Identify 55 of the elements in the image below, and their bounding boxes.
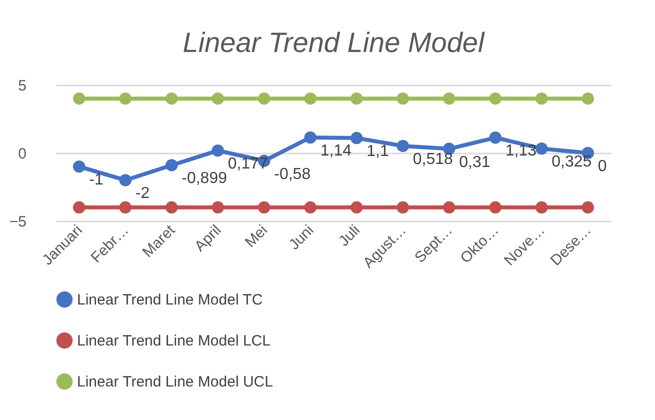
point: [73, 92, 86, 105]
data-label: 0,177: [228, 156, 268, 173]
data-label: -0,58: [274, 166, 311, 183]
point: [396, 92, 409, 105]
point: [166, 159, 178, 172]
data-label: 0: [598, 158, 607, 175]
point: [396, 140, 409, 152]
data-label: -2: [135, 185, 150, 202]
legend-label: Linear Trend Line Model TC: [77, 292, 263, 308]
data-label: 1,13: [505, 142, 537, 160]
point: [536, 92, 548, 105]
legend-label: Linear Trend Line Model LCL: [77, 332, 270, 350]
point: [73, 201, 86, 214]
data-label: 0,325: [552, 154, 592, 171]
x-tick-label: Juni: [286, 222, 318, 254]
y-tick-label: 0: [18, 146, 26, 162]
point: [489, 132, 502, 144]
point: [166, 92, 178, 105]
point: [119, 201, 132, 214]
x-tick-label: Juli: [336, 222, 364, 250]
point: [304, 201, 316, 214]
point: [350, 201, 363, 214]
data-label: 0,31: [459, 154, 490, 171]
point: [119, 92, 132, 105]
point: [119, 174, 132, 186]
point: [350, 132, 363, 144]
point: [73, 160, 86, 173]
data-label: 1,1: [366, 143, 389, 160]
point: [443, 92, 456, 105]
point: [443, 201, 456, 214]
point: [582, 92, 594, 105]
point: [258, 92, 270, 105]
point: [166, 201, 178, 214]
point: [489, 201, 502, 214]
point: [489, 92, 502, 105]
y-tick-label: −5: [9, 214, 26, 230]
legend-label: Linear Trend Line Model UCL: [77, 374, 273, 390]
data-label: -0,899: [182, 170, 228, 188]
point: [304, 131, 316, 144]
point: [536, 142, 548, 155]
point: [350, 92, 363, 105]
point: [212, 92, 224, 105]
point: [396, 201, 409, 214]
point: [304, 92, 316, 105]
point: [582, 201, 594, 214]
data-label: 1,14: [320, 142, 352, 160]
point: [212, 144, 224, 157]
data-label: 0,518: [412, 150, 454, 168]
point: [258, 201, 270, 214]
y-tick-label: 5: [18, 78, 26, 94]
chart-title: Linear Trend Line Model: [182, 27, 485, 58]
point: [536, 201, 548, 214]
point: [212, 201, 224, 214]
x-tick-label: Mei: [242, 222, 271, 251]
data-label: -1: [89, 172, 104, 189]
